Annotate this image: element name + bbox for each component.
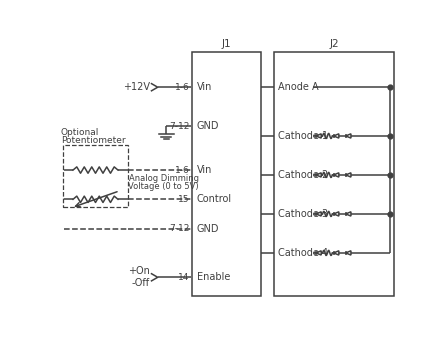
Text: Enable: Enable bbox=[197, 272, 230, 282]
Text: Vin: Vin bbox=[197, 165, 212, 175]
Text: Vin: Vin bbox=[197, 82, 212, 92]
Text: +12V: +12V bbox=[123, 82, 150, 92]
Text: +On: +On bbox=[128, 267, 150, 277]
Text: GND: GND bbox=[197, 224, 219, 234]
Text: Cathode 2: Cathode 2 bbox=[278, 170, 328, 180]
Text: -Off: -Off bbox=[132, 278, 150, 288]
Bar bbox=[62, 144, 128, 207]
Text: 7-12: 7-12 bbox=[169, 122, 190, 131]
Text: GND: GND bbox=[197, 121, 219, 131]
Text: 15: 15 bbox=[178, 195, 190, 204]
Text: Voltage (0 to 5V): Voltage (0 to 5V) bbox=[128, 182, 199, 191]
Text: Cathode 4: Cathode 4 bbox=[278, 248, 328, 258]
Text: J2: J2 bbox=[329, 40, 339, 50]
Text: 1-6: 1-6 bbox=[175, 165, 190, 174]
Text: J1: J1 bbox=[222, 40, 231, 50]
Text: Optional: Optional bbox=[61, 128, 99, 137]
Text: 7-12: 7-12 bbox=[169, 224, 190, 233]
Text: Cathode 3: Cathode 3 bbox=[278, 209, 328, 219]
Text: Cathode 1: Cathode 1 bbox=[278, 131, 328, 141]
Text: 14: 14 bbox=[178, 273, 190, 282]
Bar bbox=[273, 52, 395, 295]
Text: Anode A: Anode A bbox=[278, 82, 318, 92]
Text: Analog Dimming: Analog Dimming bbox=[129, 174, 199, 183]
Text: 1-6: 1-6 bbox=[175, 83, 190, 92]
Text: Control: Control bbox=[197, 194, 232, 204]
Bar bbox=[192, 52, 261, 295]
Text: Potentiometer: Potentiometer bbox=[61, 136, 126, 145]
